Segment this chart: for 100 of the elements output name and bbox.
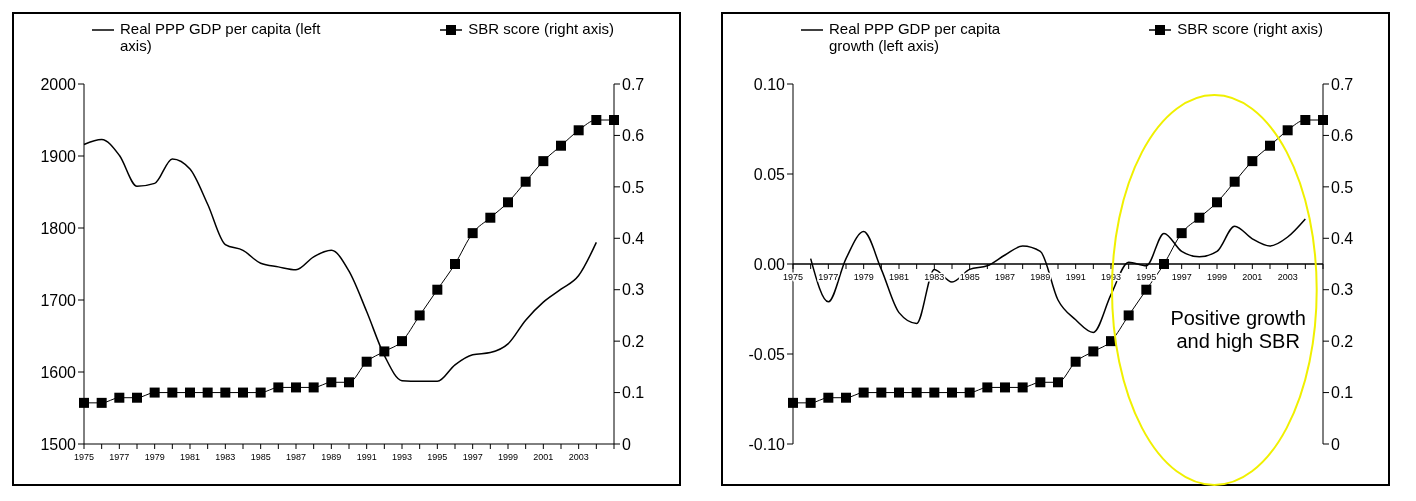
point	[609, 115, 619, 125]
point	[326, 377, 337, 388]
x-tick-label: 1999	[1206, 272, 1228, 282]
legend-label: Real PPP GDP per capita (left axis)	[120, 20, 322, 54]
point	[1229, 176, 1240, 187]
y-tick-label: 1800	[40, 219, 77, 237]
point	[841, 392, 851, 403]
point	[1212, 197, 1222, 208]
point	[238, 387, 248, 398]
y-tick-label: -0.10	[748, 435, 786, 453]
point	[982, 382, 993, 393]
x-tick-label: 1997	[1171, 272, 1192, 282]
x-tick-label: 1979	[853, 272, 874, 282]
x-tick-label: 1987	[994, 272, 1016, 282]
point	[947, 387, 957, 398]
point	[823, 392, 834, 403]
y2-tick-label: 0.4	[622, 229, 645, 247]
point	[1247, 156, 1258, 167]
point	[1123, 310, 1134, 321]
point	[1318, 115, 1328, 125]
y2-tick-label: 0.5	[622, 178, 645, 196]
point	[573, 125, 584, 136]
x-tick-label: 2003	[1277, 272, 1298, 282]
point	[1159, 259, 1169, 269]
point	[1141, 284, 1152, 295]
point	[1053, 377, 1063, 388]
y-tick-label: 1500	[40, 435, 77, 453]
y2-tick-label: 0.6	[622, 127, 645, 145]
y2-tick-label: 0.7	[622, 75, 645, 93]
point	[964, 387, 975, 398]
point	[876, 387, 887, 398]
point	[96, 397, 107, 408]
x-tick-label: 2003	[568, 452, 589, 462]
x-tick-label: 1981	[179, 452, 201, 462]
point	[1088, 346, 1099, 357]
point	[858, 387, 869, 398]
y-tick-label: 0.05	[753, 165, 786, 183]
point	[929, 387, 940, 398]
point	[1265, 140, 1275, 151]
x-tick-label: 1989	[1030, 272, 1051, 282]
point	[167, 387, 178, 398]
point	[1035, 377, 1046, 388]
point	[520, 176, 531, 187]
point	[202, 387, 213, 398]
point	[450, 259, 460, 269]
x-tick-label: 1989	[321, 452, 342, 462]
x-tick-label: 1979	[144, 452, 165, 462]
y2-tick-label: 0.3	[1331, 281, 1354, 299]
y2-tick-label: 0.2	[1331, 332, 1354, 350]
point	[1176, 228, 1187, 239]
point	[273, 382, 284, 393]
x-tick-label: 1991	[356, 452, 377, 462]
y-tick-label: 2000	[40, 75, 77, 93]
x-tick-label: 1997	[462, 452, 483, 462]
y-tick-label: 1700	[40, 291, 77, 309]
y2-tick-label: 0.1	[622, 384, 645, 402]
point	[538, 156, 549, 167]
x-tick-label: 2001	[1242, 272, 1263, 282]
y2-tick-label: 0.2	[622, 332, 645, 350]
point	[485, 212, 496, 223]
x-tick-label: 1985	[250, 452, 271, 462]
point	[132, 392, 142, 403]
x-tick-label: 1977	[818, 272, 839, 282]
legend-label: Real PPP GDP per capita growth (left axis)	[829, 20, 1002, 54]
point	[805, 397, 816, 408]
point	[556, 140, 566, 151]
x-tick-label: 1999	[497, 452, 519, 462]
y-tick-label: 0.00	[753, 255, 786, 273]
y-tick-label: -0.05	[748, 345, 786, 363]
legend-label: SBR score (right axis)	[468, 20, 614, 37]
point	[591, 115, 602, 125]
x-tick-label: 1981	[888, 272, 910, 282]
point	[414, 310, 425, 321]
point	[149, 387, 160, 398]
y2-tick-label: 0.1	[1331, 384, 1354, 402]
point	[1282, 125, 1293, 136]
y2-tick-label: 0.7	[1331, 75, 1354, 93]
legend-label: SBR score (right axis)	[1177, 20, 1323, 37]
y2-tick-label: 0.5	[1331, 178, 1354, 196]
point	[114, 392, 125, 403]
x-tick-label: 1985	[959, 272, 980, 282]
point	[220, 387, 231, 398]
point	[432, 284, 443, 295]
y2-tick-label: 0.6	[1331, 127, 1354, 145]
point	[255, 387, 266, 398]
point	[397, 336, 407, 347]
x-tick-label: 1995	[1136, 272, 1157, 282]
y2-tick-label: 0.3	[622, 281, 645, 299]
point	[79, 397, 89, 408]
x-tick-label: 1993	[391, 452, 413, 462]
x-tick-label: 2001	[533, 452, 554, 462]
point	[911, 387, 922, 398]
annotation: Positive growth and high SBR	[1169, 307, 1307, 354]
point	[788, 397, 798, 408]
x-tick-label: 1977	[109, 452, 130, 462]
x-tick-label: 1983	[215, 452, 236, 462]
point	[1017, 382, 1028, 393]
x-tick-label: 1991	[1065, 272, 1086, 282]
point	[1194, 212, 1205, 223]
y-tick-label: 0.10	[753, 75, 786, 93]
